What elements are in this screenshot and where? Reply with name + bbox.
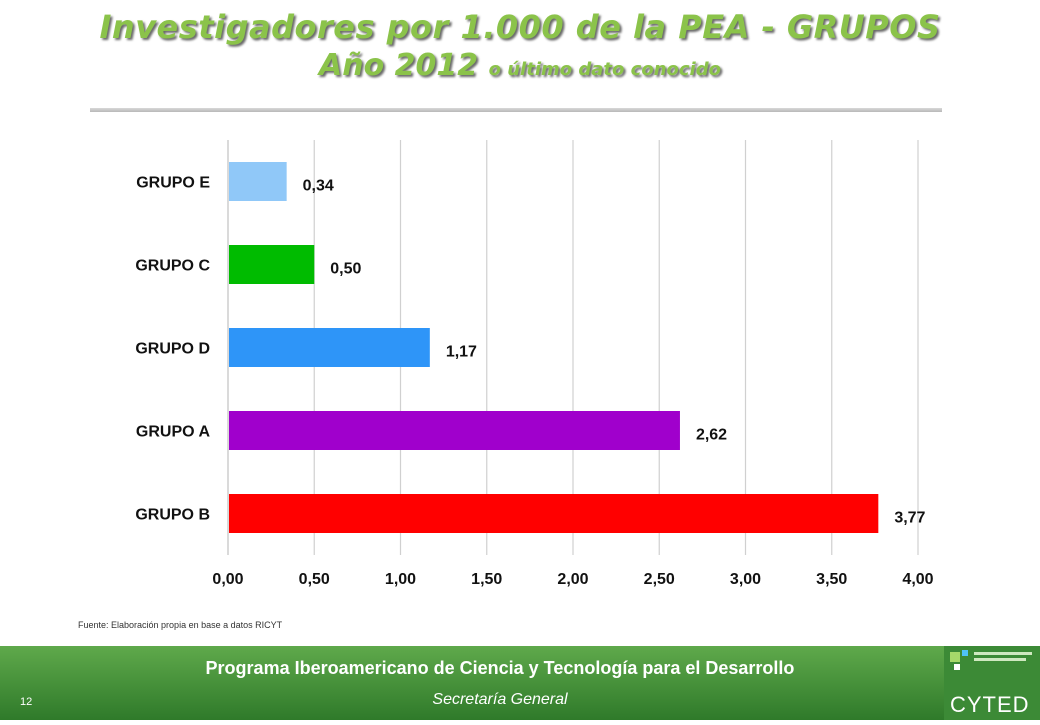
title-year: Año 2012 xyxy=(319,48,479,83)
bar-grupo-a xyxy=(229,411,680,450)
x-tick-label-1: 0,50 xyxy=(299,571,330,588)
category-label-3: GRUPO A xyxy=(136,424,211,441)
source-note: Fuente: Elaboración propia en base a dat… xyxy=(78,620,283,630)
x-tick-label-8: 4,00 xyxy=(902,571,933,588)
page-number: 12 xyxy=(20,696,33,708)
category-label-2: GRUPO D xyxy=(135,341,210,358)
x-tick-label-3: 1,50 xyxy=(471,571,502,588)
value-label-2: 1,17 xyxy=(446,344,477,361)
logo-text: CYTED xyxy=(950,692,1030,717)
value-label-4: 3,77 xyxy=(894,510,925,527)
category-label-1: GRUPO C xyxy=(135,258,210,275)
x-tick-label-7: 3,50 xyxy=(816,571,847,588)
title-line-2: Año 2012 o último dato conocido xyxy=(0,46,1040,90)
x-tick-label-2: 1,00 xyxy=(385,571,416,588)
bar-grupo-b xyxy=(229,494,879,533)
category-label-4: GRUPO B xyxy=(135,507,210,524)
x-tick-label-0: 0,00 xyxy=(212,571,243,588)
value-label-3: 2,62 xyxy=(696,427,727,444)
title-note: o último dato conocido xyxy=(488,59,721,80)
title-line-1: Investigadores por 1.000 de la PEA - GRU… xyxy=(99,8,941,46)
logo-graphic xyxy=(950,650,1032,670)
slide-title: Investigadores por 1.000 de la PEA - GRU… xyxy=(0,8,1040,90)
category-label-0: GRUPO E xyxy=(136,175,210,192)
cyted-logo-icon: CYTED xyxy=(944,646,1040,720)
footer-title: Programa Iberoamericano de Ciencia y Tec… xyxy=(205,658,795,678)
x-tick-label-5: 2,50 xyxy=(644,571,675,588)
bar-chart: 0,00 0,50 1,00 1,50 2,00 2,50 3,00 3,50 4,00 GRUP… xyxy=(135,140,934,588)
value-label-0: 0,34 xyxy=(303,178,334,195)
footer-bar: Programa Iberoamericano de Ciencia y Tec… xyxy=(0,646,1040,720)
x-tick-label-4: 2,00 xyxy=(557,571,588,588)
value-label-1: 0,50 xyxy=(330,261,361,278)
footer-subtitle: Secretaría General xyxy=(432,691,568,708)
x-tick-label-6: 3,00 xyxy=(730,571,761,588)
bar-grupo-e xyxy=(229,162,287,201)
bar-grupo-c xyxy=(229,245,315,284)
title-divider xyxy=(90,108,942,112)
bar-grupo-d xyxy=(229,328,430,367)
